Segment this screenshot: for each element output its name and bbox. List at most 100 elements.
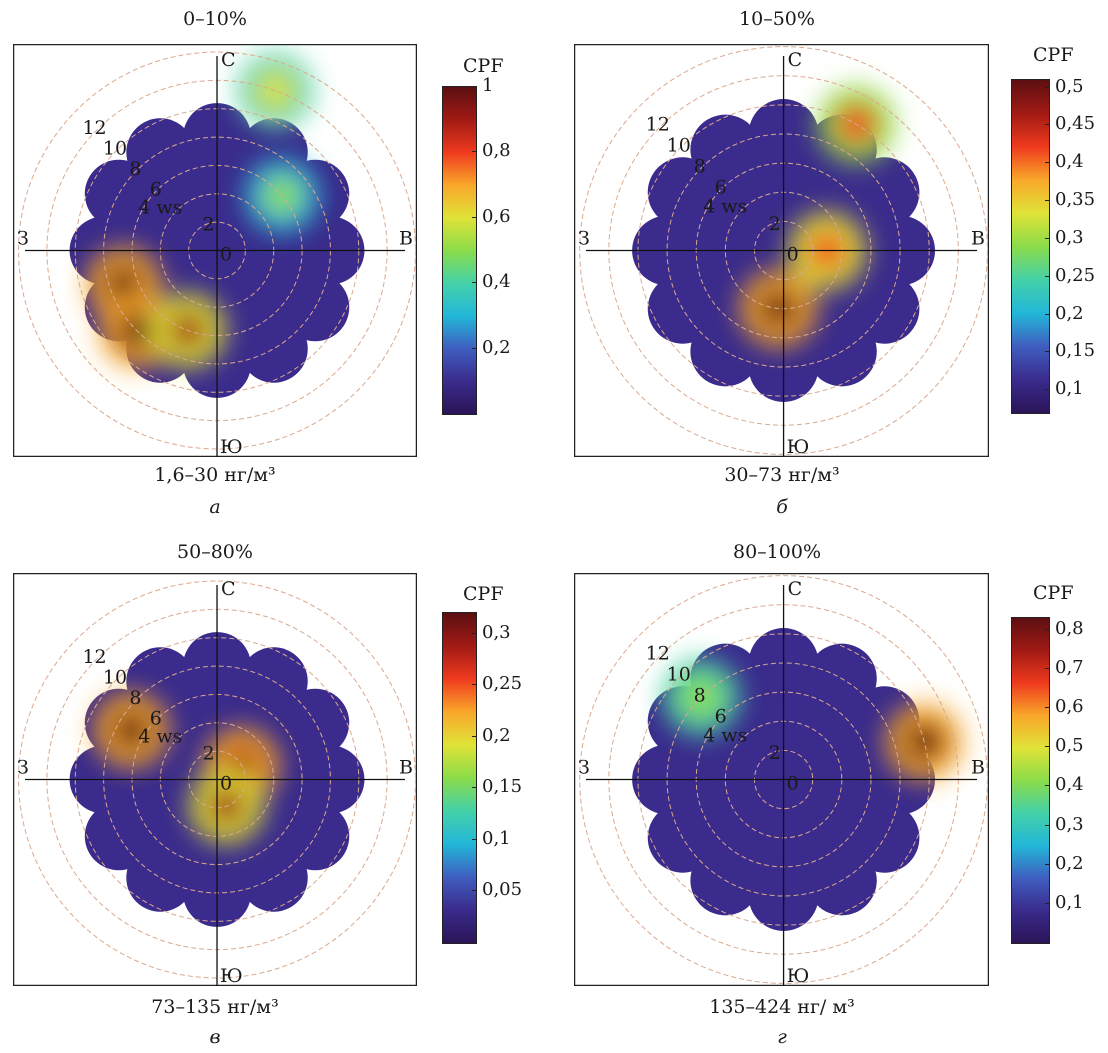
colorbar-tick-mark: [472, 838, 477, 840]
radial-label: 12: [646, 643, 670, 665]
colorbar-tick-mark: [472, 684, 477, 686]
colorbar-tick-mark: [1045, 902, 1050, 904]
radial-label: 2: [769, 213, 781, 235]
direction-north: С: [788, 578, 803, 600]
colorbar-tick-label: 0,2: [482, 724, 511, 746]
colorbar-tick-mark: [472, 216, 477, 218]
colorbar-tick-label: 0,4: [482, 271, 511, 293]
ws-ring: [18, 580, 416, 979]
panel-a-letter: а: [209, 496, 221, 518]
colorbar-tick-label: 0,1: [1055, 891, 1084, 913]
radial-label: 12: [82, 117, 106, 139]
panel-b-colorbar: [1011, 79, 1050, 414]
radial-label: 12: [646, 114, 670, 136]
colorbar-tick-label: 0,15: [1055, 340, 1096, 362]
colorbar-tick-label: 0,3: [482, 621, 511, 643]
direction-south: Ю: [787, 436, 810, 457]
radial-label: 10: [103, 137, 127, 159]
direction-north: С: [221, 578, 236, 600]
direction-east: В: [399, 757, 413, 779]
panel-c-title: 50–80%: [177, 541, 253, 563]
colorbar-tick-label: 0,2: [482, 336, 511, 358]
colorbar-tick-mark: [1045, 824, 1050, 826]
colorbar-tick-mark: [472, 787, 477, 789]
panel-b-unit: 30–73 нг/м³: [724, 464, 840, 486]
colorbar-tick-mark: [1045, 86, 1050, 88]
radial-label: 6: [715, 177, 727, 199]
colorbar-tick-label: 0,5: [1055, 735, 1084, 757]
panel-d-colorbar: [1011, 617, 1050, 944]
direction-west: З: [17, 757, 29, 779]
colorbar-tick-label: 0,8: [1055, 617, 1084, 639]
colorbar-tick-label: 0,05: [482, 879, 523, 901]
colorbar-tick-label: 0,4: [1055, 151, 1084, 173]
radial-label: 2: [769, 742, 781, 764]
radial-label: 8: [694, 156, 706, 178]
panel-c-colorbar-title: CPF: [463, 583, 504, 605]
colorbar-tick-mark: [1045, 162, 1050, 164]
colorbar-tick-label: 0,15: [482, 776, 523, 798]
direction-west: З: [578, 228, 590, 250]
radial-label: 8: [129, 687, 141, 709]
panel-b-letter: б: [776, 496, 788, 518]
colorbar-tick-label: 0,35: [1055, 189, 1096, 211]
radial-label: 0: [220, 773, 232, 795]
radial-label: 8: [129, 158, 141, 180]
colorbar-tick-mark: [1045, 863, 1050, 865]
colorbar-tick-label: 0,7: [1055, 656, 1084, 678]
direction-east: В: [971, 757, 985, 779]
colorbar-tick-mark: [1045, 667, 1050, 669]
direction-east: В: [971, 228, 985, 250]
colorbar-tick-label: 0,5: [1055, 75, 1084, 97]
direction-south: Ю: [787, 965, 810, 986]
colorbar-tick-label: 0,6: [1055, 696, 1084, 718]
colorbar-tick-mark: [472, 86, 477, 87]
panel-d-title: 80–100%: [733, 541, 821, 563]
colorbar-tick-label: 0,4: [1055, 774, 1084, 796]
panel-c-colorbar: [442, 612, 477, 944]
radial-label: 4 ws: [703, 725, 747, 747]
radial-label: 4 ws: [138, 726, 182, 748]
direction-south: Ю: [220, 436, 243, 457]
panel-a-colorbar-title: CPF: [463, 55, 504, 77]
colorbar-tick-label: 0,3: [1055, 226, 1084, 248]
colorbar-tick-label: 0,6: [482, 205, 511, 227]
direction-south: Ю: [220, 965, 243, 986]
panel-c-letter: в: [209, 1026, 221, 1048]
direction-north: С: [788, 49, 803, 71]
colorbar-tick-label: 0,25: [1055, 264, 1096, 286]
panel-d-colorbar-title: CPF: [1033, 582, 1074, 604]
colorbar-tick-label: 0,2: [1055, 302, 1084, 324]
colorbar-tick-mark: [472, 632, 477, 634]
colorbar-tick-mark: [1045, 628, 1050, 630]
ws-ring: [18, 51, 416, 450]
colorbar-tick-label: 0,1: [482, 827, 511, 849]
radial-label: 0: [787, 244, 799, 266]
panel-a-colorbar: [442, 86, 477, 415]
colorbar-tick-mark: [1045, 785, 1050, 787]
direction-north: С: [221, 49, 236, 71]
colorbar-tick-mark: [1045, 351, 1050, 353]
radial-label: 12: [82, 646, 106, 668]
radial-label: 4 ws: [703, 196, 747, 218]
colorbar-tick-mark: [472, 151, 477, 153]
panel-d-letter: г: [777, 1026, 787, 1048]
colorbar-tick-label: 0,25: [482, 673, 523, 695]
colorbar-tick-label: 0,1: [1055, 378, 1084, 400]
colorbar-tick-label: 0,3: [1055, 813, 1084, 835]
cpf-hotspot-core: [111, 710, 151, 750]
colorbar-tick-mark: [472, 735, 477, 737]
colorbar-tick-mark: [1045, 237, 1050, 239]
radial-label: 6: [150, 178, 162, 200]
panel-b-colorbar-title: CPF: [1033, 44, 1074, 66]
radial-label: 4 ws: [138, 197, 182, 219]
colorbar-tick-mark: [1045, 124, 1050, 126]
radial-label: 10: [103, 666, 127, 688]
radial-label: 6: [150, 707, 162, 729]
direction-west: З: [17, 228, 29, 250]
panel-a-unit: 1,6–30 нг/м³: [154, 464, 276, 486]
panel-d-unit: 135–424 нг/ м³: [709, 996, 855, 1018]
colorbar-tick-mark: [1045, 275, 1050, 277]
